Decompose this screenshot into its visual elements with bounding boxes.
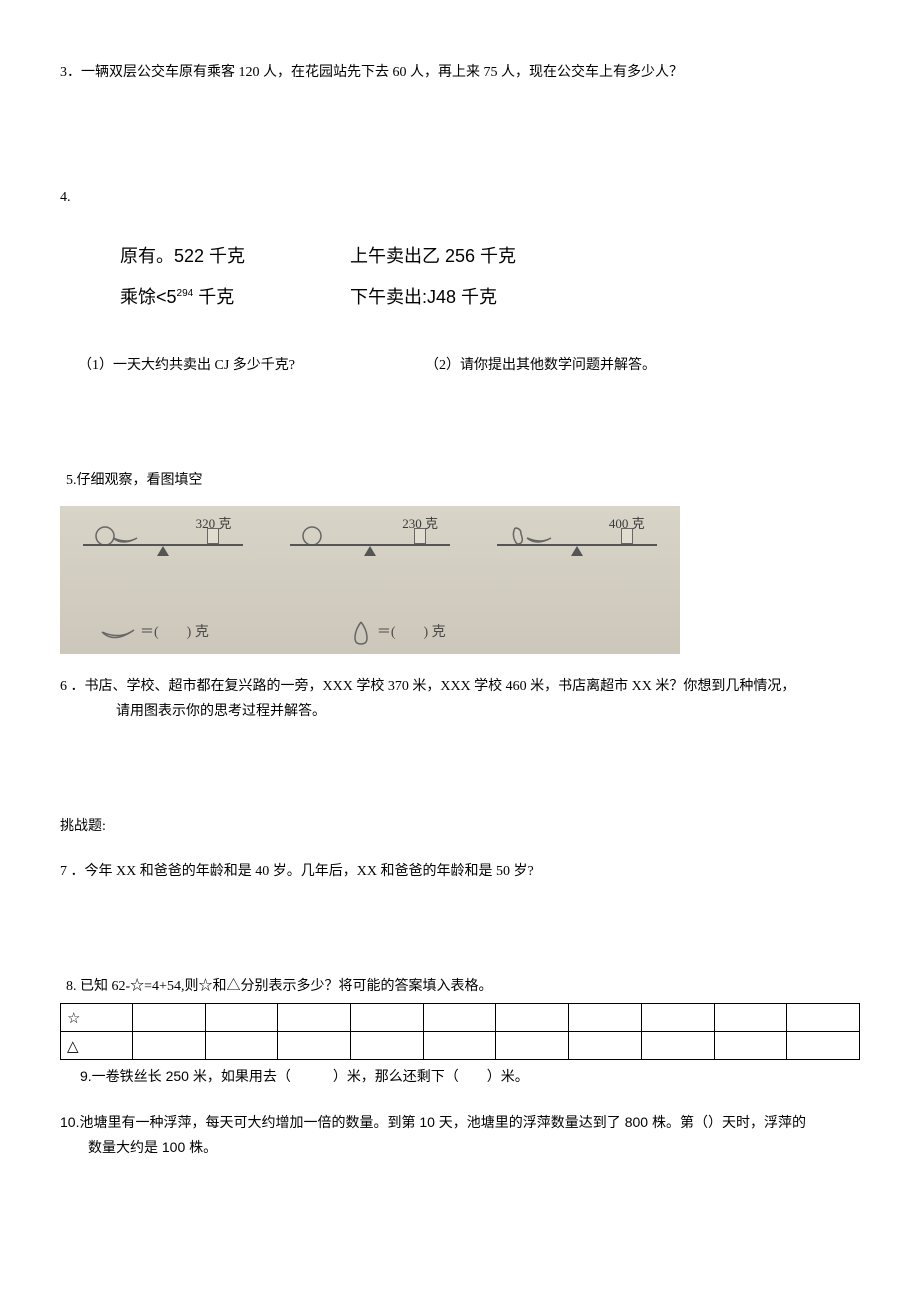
answer-row: ＝( ) 克 ＝( ) 克 [60,614,680,654]
weight-icon [207,528,219,544]
table-cell[interactable] [787,1004,860,1032]
banana-icon [100,622,136,644]
q10-line1: 10.池塘里有一种浮萍，每天可大约增加一倍的数量。到第 10 天，池塘里的浮萍数… [60,1110,860,1135]
q5-figure: 320 克 230 克 400 克 [60,506,680,654]
table-cell[interactable] [351,1004,424,1032]
table-cell[interactable] [569,1004,642,1032]
question-9: 9.一卷铁丝长 250 米，如果用去（ ）米，那么还剩下（ ）米。 [80,1064,860,1089]
question-4: 4. 原有。522 千克 上午卖出乙 256 千克 乘馀<5294 千克 下午卖… [60,185,860,378]
q4-data-box: 原有。522 千克 上午卖出乙 256 千克 乘馀<5294 千克 下午卖出:J… [120,240,860,313]
table-cell[interactable] [642,1032,715,1060]
answer-banana: ＝( ) 克 [100,620,209,645]
table-cell[interactable] [424,1004,497,1032]
table-cell[interactable] [133,1004,206,1032]
answer-pear: ＝( ) 克 [349,620,446,646]
table-cell[interactable] [206,1032,279,1060]
balance-3: 400 克 [487,514,667,569]
q10-line2: 数量大约是 100 株。 [88,1135,860,1160]
question-3: 3．一辆双层公交车原有乘客 120 人，在花园站先下去 60 人，再上来 75 … [60,60,860,85]
q4-subquestions: （1）一天大约共卖出 CJ 多少千克? （2）请你提出其他数学问题并解答。 [78,353,860,378]
q4-row1-left: 原有。522 千克 [120,240,350,272]
apple-banana-icon [93,524,141,556]
apple-icon [300,524,324,556]
challenge-header: 挑战题: [60,814,860,839]
question-5: 5.仔细观察，看图填空 320 克 230 克 400 克 [60,468,860,653]
table-cell[interactable] [278,1004,351,1032]
table-cell[interactable] [424,1032,497,1060]
q8-table: ☆ △ [60,1003,860,1060]
pear-icon [349,620,373,646]
q5-title: 5.仔细观察，看图填空 [66,468,860,493]
question-8: 8. 已知 62-☆=4+54,则☆和△分别表示多少？将可能的答案填入表格。 ☆… [60,974,860,1060]
q4-number: 4. [60,185,860,210]
q4-sub2: （2）请你提出其他数学问题并解答。 [425,353,656,378]
q6-line1: 6 ．书店、学校、超市都在复兴路的一旁，XXX 学校 370 米，XXX 学校 … [60,674,860,699]
balance-1: 320 克 [73,514,253,569]
balance-2: 230 克 [280,514,460,569]
table-cell[interactable] [715,1032,788,1060]
table-cell[interactable] [278,1032,351,1060]
balance-row: 320 克 230 克 400 克 [60,506,680,569]
table-cell[interactable] [351,1032,424,1060]
table-header-star: ☆ [61,1004,133,1032]
pear-banana-icon [507,524,555,556]
q4-sub1: （1）一天大约共卖出 CJ 多少千克? [78,353,295,378]
table-cell[interactable] [206,1004,279,1032]
question-7: 7 ．今年 XX 和爸爸的年龄和是 40 岁。几年后，XX 和爸爸的年龄和是 5… [60,859,860,884]
table-cell[interactable] [496,1032,569,1060]
q6-line2: 请用图表示你的思考过程并解答。 [116,699,860,724]
q3-text: 3．一辆双层公交车原有乘客 120 人，在花园站先下去 60 人，再上来 75 … [60,65,683,80]
table-header-triangle: △ [61,1032,133,1060]
q4-row1-right: 上午卖出乙 256 千克 [350,240,630,272]
table-cell[interactable] [715,1004,788,1032]
weight-icon [414,528,426,544]
q4-row2-right: 下午卖出:J48 千克 [350,281,630,313]
table-cell[interactable] [496,1004,569,1032]
table-cell[interactable] [787,1032,860,1060]
question-10: 10.池塘里有一种浮萍，每天可大约增加一倍的数量。到第 10 天，池塘里的浮萍数… [60,1110,860,1160]
q8-title: 8. 已知 62-☆=4+54,则☆和△分别表示多少？将可能的答案填入表格。 [66,974,860,999]
weight-icon [621,528,633,544]
table-cell[interactable] [642,1004,715,1032]
question-6: 6 ．书店、学校、超市都在复兴路的一旁，XXX 学校 370 米，XXX 学校 … [60,674,860,724]
table-cell[interactable] [133,1032,206,1060]
table-cell[interactable] [569,1032,642,1060]
q4-row2-left: 乘馀<5294 千克 [120,281,350,313]
